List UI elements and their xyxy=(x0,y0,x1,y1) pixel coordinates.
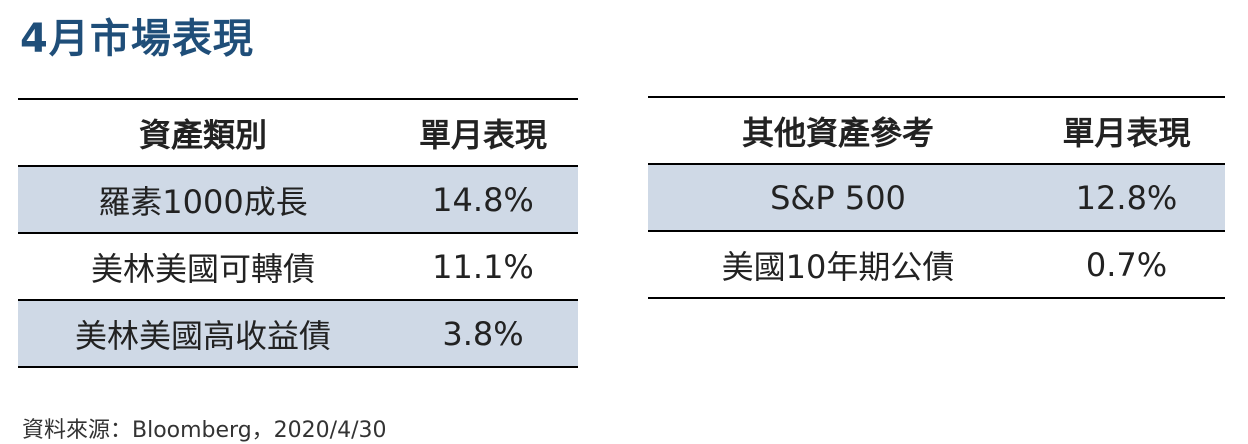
table-cell: 其他資產參考 xyxy=(741,113,934,152)
table-cell: 12.8% xyxy=(1075,178,1178,217)
table-row: 美林美國可轉債 11.1% xyxy=(18,234,578,301)
header-row: 其他資產參考 單月表現 xyxy=(648,98,1225,165)
table-cell: 單月表現 xyxy=(418,115,547,154)
table-cell: 羅素1000成長 xyxy=(98,182,308,221)
table-cell: 3.8% xyxy=(442,314,524,353)
table-cell: 美國10年期公債 xyxy=(721,247,955,286)
table-cell: S&P 500 xyxy=(770,178,906,217)
table-row: 羅素1000成長 14.8% xyxy=(18,167,578,234)
table-cell: 14.8% xyxy=(432,180,534,219)
page-title: 4月市場表現 xyxy=(20,16,254,62)
table-cell: 美林美國可轉債 xyxy=(90,249,315,288)
table-cell: 11.1% xyxy=(432,247,534,286)
source-note: 資料來源：Bloomberg，2020/4/30 xyxy=(22,418,387,443)
table-cell: 美林美國高收益債 xyxy=(74,316,331,355)
table-cell: 單月表現 xyxy=(1062,113,1191,152)
table-cell: 資產類別 xyxy=(138,115,267,154)
header-row: 資產類別 單月表現 xyxy=(18,100,578,167)
table-cell: 0.7% xyxy=(1085,245,1168,284)
right-table: 其他資產參考 單月表現 S&P 500 12.8% 美國10年期公債 0.7% xyxy=(648,96,1225,299)
table-row: S&P 500 12.8% xyxy=(648,165,1225,232)
table-row: 美國10年期公債 0.7% xyxy=(648,232,1225,299)
left-table: 資產類別 單月表現羅素1000成長 14.8% 美林美國可轉債 11.1% 美林美國高收益… xyxy=(18,98,578,368)
table-row: 美林美國高收益債 3.8% xyxy=(18,301,578,368)
